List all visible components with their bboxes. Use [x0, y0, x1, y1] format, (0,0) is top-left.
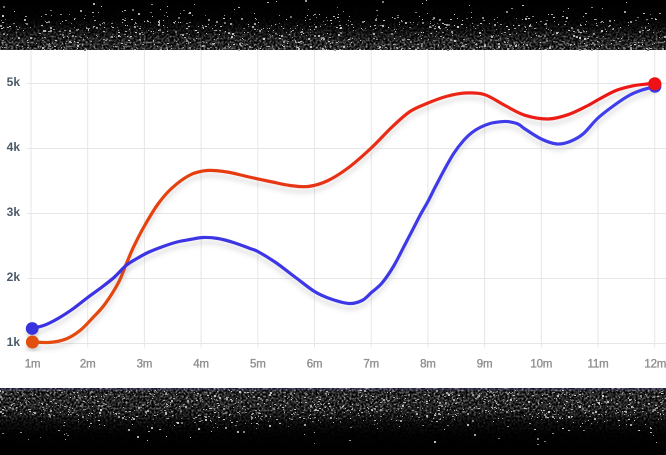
svg-text:11m: 11m — [588, 359, 609, 371]
svg-text:2k: 2k — [7, 270, 21, 284]
svg-text:6m: 6m — [307, 359, 323, 371]
svg-text:3k: 3k — [7, 205, 21, 219]
svg-text:2m: 2m — [80, 359, 96, 371]
svg-text:3m: 3m — [137, 359, 153, 371]
svg-text:10m: 10m — [530, 359, 552, 371]
svg-text:7m: 7m — [363, 359, 379, 371]
svg-text:8m: 8m — [420, 359, 436, 371]
svg-text:9m: 9m — [477, 359, 493, 371]
svg-text:4k: 4k — [7, 140, 21, 154]
svg-text:5m: 5m — [250, 359, 266, 371]
svg-text:4m: 4m — [193, 359, 209, 371]
svg-text:12m: 12m — [644, 359, 666, 371]
svg-text:5k: 5k — [7, 75, 21, 89]
svg-text:1k: 1k — [7, 335, 21, 349]
svg-text:1m: 1m — [25, 359, 41, 371]
